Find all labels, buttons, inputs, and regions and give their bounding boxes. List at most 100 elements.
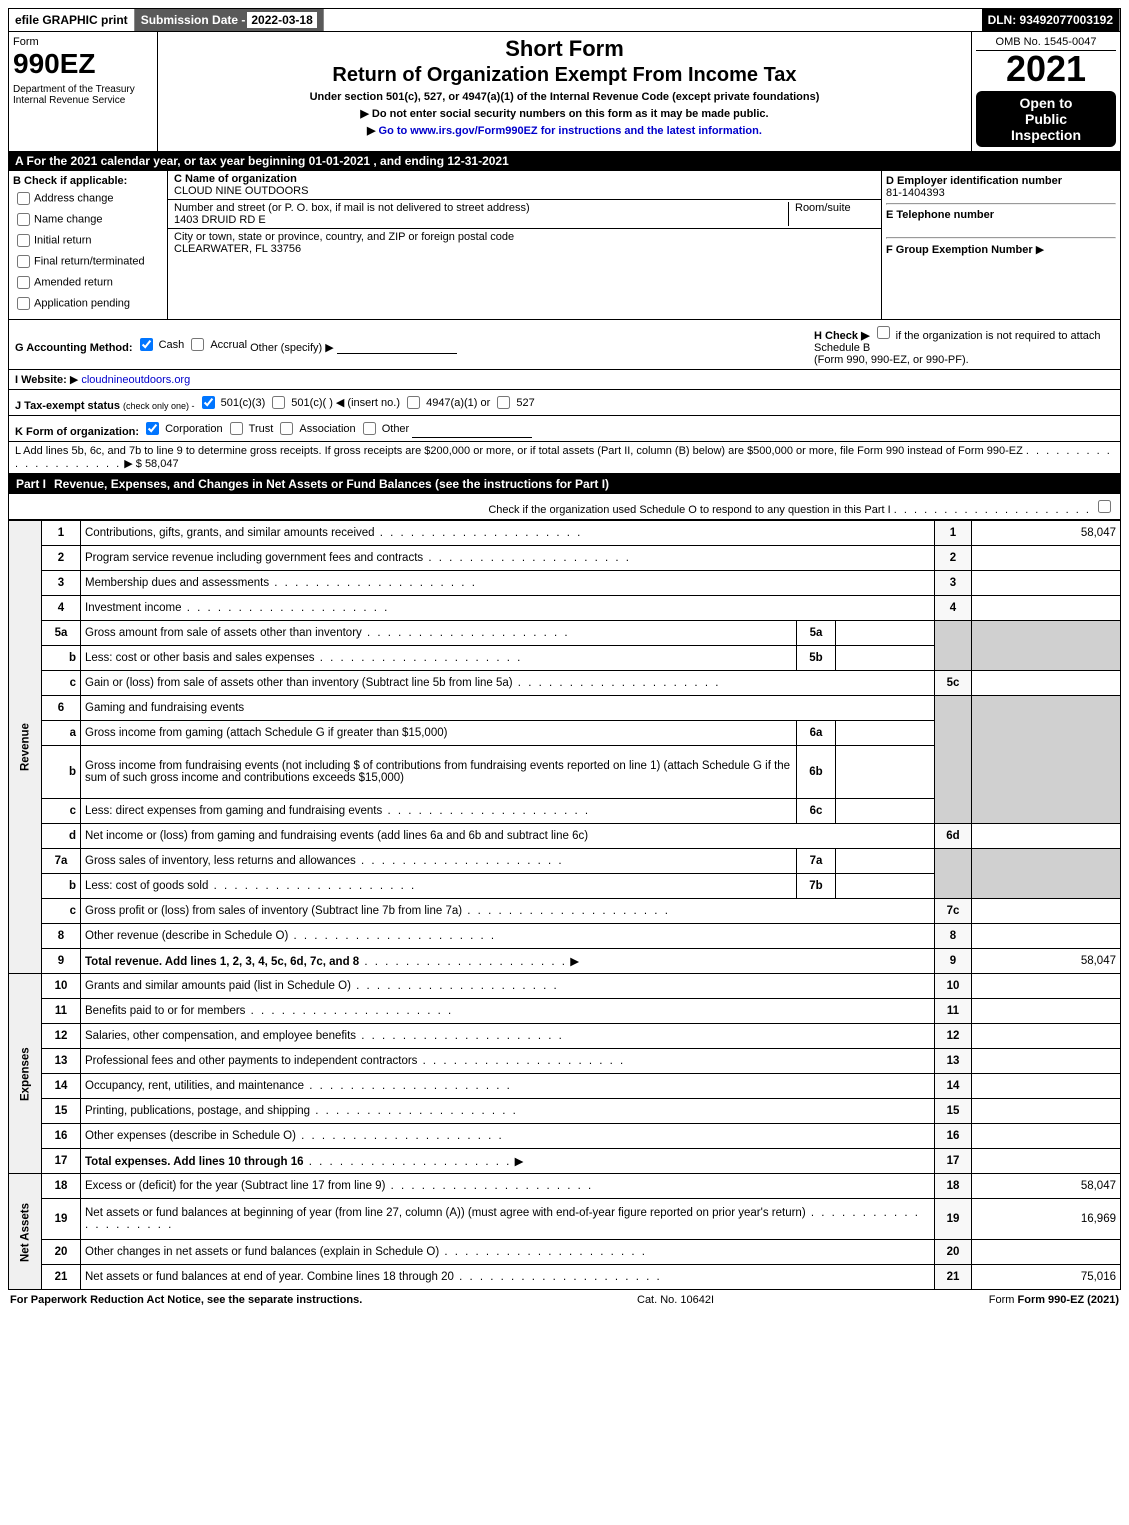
chk-initial-return-box[interactable]	[17, 234, 30, 247]
irs-link[interactable]: Go to www.irs.gov/Form990EZ for instruct…	[379, 125, 762, 137]
line-7c-desc: Gross profit or (loss) from sales of inv…	[81, 899, 935, 924]
header-left: Form 990EZ Department of the Treasury In…	[9, 32, 158, 151]
chk-cash[interactable]: Cash	[136, 335, 185, 354]
footer-center: Cat. No. 10642I	[637, 1294, 714, 1306]
chk-application-pending[interactable]: Application pending	[13, 294, 163, 313]
chk-4947[interactable]: 4947(a)(1) or	[403, 393, 490, 412]
open-line3: Inspection	[980, 127, 1112, 143]
line-21-desc: Net assets or fund balances at end of ye…	[81, 1265, 935, 1290]
chk-address-change-label: Address change	[34, 192, 114, 204]
under-section: Under section 501(c), 527, or 4947(a)(1)…	[162, 91, 967, 103]
page-footer: For Paperwork Reduction Act Notice, see …	[8, 1290, 1121, 1310]
line-12-label: 12	[935, 1024, 972, 1049]
line-3-num: 3	[42, 571, 81, 596]
line-1-amt: 58,047	[972, 521, 1121, 546]
chk-527-box[interactable]	[497, 396, 510, 409]
line-6c-desc: Less: direct expenses from gaming and fu…	[81, 799, 797, 824]
line-6d-label: 6d	[935, 824, 972, 849]
line-2-amt	[972, 546, 1121, 571]
chk-cash-box[interactable]	[140, 338, 153, 351]
line-8-amt	[972, 924, 1121, 949]
chk-accrual-box[interactable]	[191, 338, 204, 351]
line-8-label: 8	[935, 924, 972, 949]
section-k: K Form of organization: Corporation Trus…	[8, 416, 1121, 442]
city-value: CLEARWATER, FL 33756	[174, 243, 301, 255]
line-11-label: 11	[935, 999, 972, 1024]
line-6-num: 6	[42, 696, 81, 721]
line-21-num: 21	[42, 1265, 81, 1290]
line-13-num: 13	[42, 1049, 81, 1074]
chk-application-pending-box[interactable]	[17, 297, 30, 310]
submission-date-value: 2022-03-18	[247, 12, 316, 28]
line-10-desc: Grants and similar amounts paid (list in…	[81, 974, 935, 999]
chk-association[interactable]: Association	[276, 419, 355, 438]
chk-corporation-box[interactable]	[146, 422, 159, 435]
line-9-amt: 58,047	[972, 949, 1121, 974]
line-7c-label: 7c	[935, 899, 972, 924]
chk-trust-box[interactable]	[230, 422, 243, 435]
city-cell: City or town, state or province, country…	[168, 229, 881, 257]
line-19-amt: 16,969	[972, 1199, 1121, 1240]
section-h-label: H Check ▶	[814, 330, 870, 342]
line-19-num: 19	[42, 1199, 81, 1240]
line-16-desc: Other expenses (describe in Schedule O)	[81, 1124, 935, 1149]
website-link[interactable]: cloudnineoutdoors.org	[81, 374, 190, 386]
line-5a-inneramt	[836, 621, 935, 646]
line-20-amt	[972, 1240, 1121, 1265]
chk-final-return[interactable]: Final return/terminated	[13, 252, 163, 271]
section-b: B Check if applicable: Address change Na…	[9, 171, 168, 319]
line-7b-desc: Less: cost of goods sold	[81, 874, 797, 899]
line-7ab-shaded	[935, 849, 972, 899]
no-ssn-note: Do not enter social security numbers on …	[162, 107, 967, 120]
chk-4947-box[interactable]	[407, 396, 420, 409]
chk-accrual[interactable]: Accrual	[187, 335, 247, 354]
line-7a-innerlabel: 7a	[797, 849, 836, 874]
chk-527[interactable]: 527	[493, 393, 534, 412]
chk-amended-return[interactable]: Amended return	[13, 273, 163, 292]
goto-link[interactable]: Go to www.irs.gov/Form990EZ for instruct…	[162, 124, 967, 137]
line-7c-amt	[972, 899, 1121, 924]
chk-501c[interactable]: 501(c)( ) ◀ (insert no.)	[268, 393, 400, 412]
chk-initial-return[interactable]: Initial return	[13, 231, 163, 250]
line-4-desc: Investment income	[81, 596, 935, 621]
line-6c-inneramt	[836, 799, 935, 824]
line-6b-inneramt	[836, 746, 935, 799]
chk-association-box[interactable]	[280, 422, 293, 435]
accounting-label: G Accounting Method:	[15, 342, 133, 354]
tax-year: 2021	[976, 51, 1116, 87]
line-6a-inneramt	[836, 721, 935, 746]
line-1-num: 1	[42, 521, 81, 546]
chk-final-return-box[interactable]	[17, 255, 30, 268]
chk-amended-return-box[interactable]	[17, 276, 30, 289]
line-13-desc: Professional fees and other payments to …	[81, 1049, 935, 1074]
line-1-label: 1	[935, 521, 972, 546]
open-inspection-badge: Open to Public Inspection	[976, 91, 1116, 147]
section-a: A For the 2021 calendar year, or tax yea…	[8, 152, 1121, 171]
chk-corporation[interactable]: Corporation	[142, 419, 222, 438]
line-6c-num: c	[42, 799, 81, 824]
chk-amended-return-label: Amended return	[34, 276, 113, 288]
chk-501c-box[interactable]	[272, 396, 285, 409]
chk-501c3-box[interactable]	[202, 396, 215, 409]
department-label: Department of the Treasury Internal Reve…	[13, 84, 153, 106]
chk-schedule-o[interactable]	[1098, 500, 1111, 513]
room-label: Room/suite	[795, 202, 851, 214]
line-5ab-shaded-amt	[972, 621, 1121, 671]
chk-501c3[interactable]: 501(c)(3)	[198, 393, 266, 412]
chk-other-org[interactable]: Other	[359, 419, 410, 438]
chk-name-change-box[interactable]	[17, 213, 30, 226]
chk-other-org-box[interactable]	[363, 422, 376, 435]
chk-501c3-label: 501(c)(3)	[221, 397, 266, 409]
line-21-amt: 75,016	[972, 1265, 1121, 1290]
chk-4947-label: 4947(a)(1) or	[426, 397, 490, 409]
chk-address-change[interactable]: Address change	[13, 189, 163, 208]
chk-name-change[interactable]: Name change	[13, 210, 163, 229]
section-gh: G Accounting Method: Cash Accrual Other …	[8, 320, 1121, 370]
chk-address-change-box[interactable]	[17, 192, 30, 205]
chk-section-h[interactable]	[877, 326, 890, 339]
chk-trust[interactable]: Trust	[226, 419, 274, 438]
chk-association-label: Association	[299, 423, 355, 435]
line-18-amt: 58,047	[972, 1174, 1121, 1199]
line-6c-innerlabel: 6c	[797, 799, 836, 824]
line-6d-amt	[972, 824, 1121, 849]
